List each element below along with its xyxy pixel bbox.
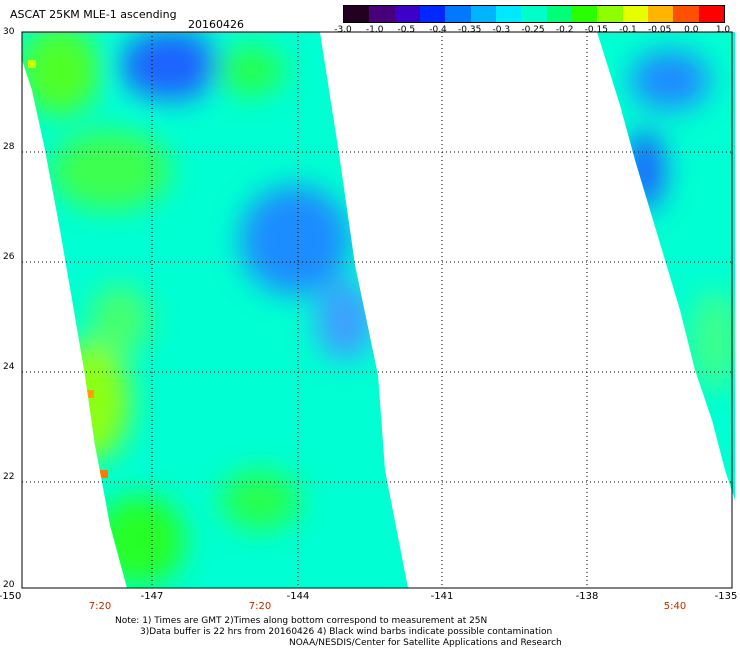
- colorbar-segment: [647, 6, 674, 22]
- colorbar-segment: [622, 6, 648, 22]
- colorbar-label: -0.4: [429, 25, 447, 35]
- lon-label-147: -147: [140, 591, 164, 602]
- colorbar-label: -0.3: [492, 25, 511, 35]
- note-line-3: NOAA/NESDIS/Center for Satellite Applica…: [289, 638, 562, 648]
- right-swath: [597, 32, 735, 500]
- lon-label-150: -150: [0, 591, 22, 602]
- lat-label-20: 20: [3, 580, 15, 590]
- colorbar-segment: [597, 6, 623, 22]
- colorbar-label: -1.0: [365, 25, 384, 35]
- note-line-2: 3)Data buffer is 22 hrs from 20160426 4)…: [140, 627, 553, 637]
- colorbar-label: -0.25: [521, 25, 545, 35]
- colorbar-segment: [369, 6, 395, 22]
- lon-label-138: -138: [575, 591, 599, 602]
- lat-label-26: 26: [3, 252, 15, 262]
- left-swath: [22, 32, 408, 588]
- colorbar-label: 0.0: [684, 25, 699, 35]
- colorbar-segment: [495, 6, 522, 22]
- colorbar-label: -0.5: [397, 25, 416, 35]
- lon-label-144: -144: [286, 591, 310, 602]
- colorbar-label: -0.05: [648, 25, 672, 35]
- colorbar-label: -3.0: [334, 25, 352, 35]
- title: ASCAT 25KM MLE-1 ascending: [10, 8, 177, 21]
- time-label: 7:20: [88, 601, 112, 612]
- lat-label-30: 30: [3, 27, 15, 37]
- grid: [22, 32, 732, 588]
- lat-label-28: 28: [3, 142, 15, 152]
- colorbar-label: 1.0: [715, 25, 731, 35]
- colorbar-segment: [673, 6, 699, 22]
- colorbar-segment: [698, 6, 724, 22]
- colorbar-label: -0.2: [555, 25, 574, 35]
- colorbar-label: -0.35: [458, 25, 482, 35]
- colorbar-segment: [344, 6, 370, 22]
- colorbar-segment: [470, 6, 496, 22]
- time-label: 5:40: [663, 601, 687, 612]
- map-frame: [21, 31, 733, 589]
- note-line-1: Note: 1) Times are GMT 2)Times along bot…: [115, 616, 488, 626]
- lon-label-141: -141: [430, 591, 454, 602]
- colorbar-segment: [546, 6, 572, 22]
- colorbar-segment: [445, 6, 471, 22]
- time-label: 7:20: [248, 601, 272, 612]
- date-label: 20160426: [188, 18, 244, 31]
- colorbar-segment: [571, 6, 598, 22]
- colorbar-label: -0.15: [584, 25, 608, 35]
- lon-label-135: -135: [714, 591, 738, 602]
- colorbar-label: -0.1: [619, 25, 637, 35]
- colorbar-segment: [419, 6, 446, 22]
- colorbar-segment: [521, 6, 547, 22]
- colorbar-segment: [394, 6, 420, 22]
- lat-label-22: 22: [3, 472, 15, 482]
- colorbar: [343, 5, 725, 23]
- lat-label-24: 24: [3, 362, 15, 372]
